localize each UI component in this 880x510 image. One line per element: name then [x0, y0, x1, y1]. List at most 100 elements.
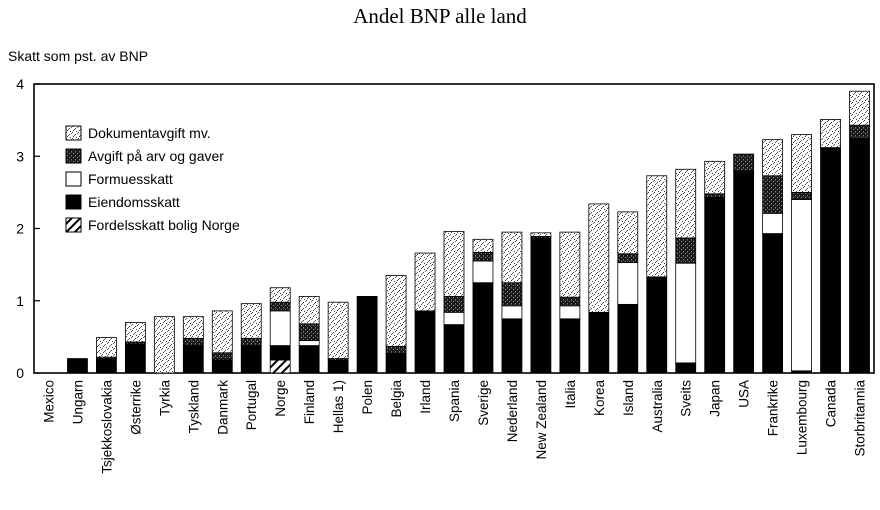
- bar-segment: [298, 340, 320, 346]
- y-axis-label: Skatt som pst. av BNP: [8, 48, 149, 64]
- bar-segment: [675, 262, 697, 364]
- bar-segment: [211, 352, 233, 361]
- bar-segment: [704, 197, 726, 374]
- bar-segment: [240, 337, 262, 346]
- x-tick-label: Sverige: [476, 380, 491, 426]
- x-tick-label: Tsjekkoslovakia: [99, 380, 114, 474]
- bar-segment: [501, 305, 523, 320]
- x-tick-label: Canada: [824, 380, 839, 428]
- x-tick-label: Spania: [447, 380, 462, 423]
- bar-segment: [559, 305, 581, 320]
- legend-swatch: [65, 148, 82, 164]
- bar-segment: [588, 311, 610, 374]
- bar-segment: [675, 362, 697, 374]
- bar-segment: [240, 303, 262, 339]
- legend-label: Avgift på arv og gaver: [88, 148, 224, 164]
- x-tick-label: Frankrike: [766, 380, 781, 436]
- bar-segment: [269, 287, 291, 303]
- bar-segment: [443, 311, 465, 325]
- bar-segment: [414, 252, 436, 312]
- legend-swatch: [65, 217, 82, 233]
- x-tick-label: Tyskland: [186, 380, 201, 433]
- bar-segment: [298, 323, 320, 341]
- x-tick-label: Australia: [650, 380, 665, 433]
- bar-segment: [472, 238, 494, 253]
- bar-segment: [733, 170, 755, 374]
- bar-segment: [211, 310, 233, 354]
- bar-segment: [472, 282, 494, 374]
- x-tick-label: Island: [621, 380, 636, 416]
- bar-segment: [182, 316, 204, 339]
- x-tick-label: Polen: [360, 380, 375, 415]
- x-tick-label: USA: [737, 380, 752, 408]
- bar-segment: [762, 175, 784, 214]
- bar-segment: [849, 137, 870, 374]
- x-tick-label: Irland: [418, 380, 433, 414]
- legend-swatch: [65, 125, 82, 141]
- bar-segment: [501, 282, 523, 307]
- bar-segment: [559, 231, 581, 298]
- x-tick-label: Norge: [273, 380, 288, 417]
- bar-segment: [385, 275, 407, 347]
- bar-segment: [443, 230, 465, 297]
- x-tick-label: New Zealand: [534, 380, 549, 460]
- bar-segment: [704, 193, 726, 198]
- legend: Dokumentavgift mv. Avgift på arv og gaver…: [65, 125, 240, 233]
- bar-segment: [298, 296, 320, 325]
- bar-segment: [385, 353, 407, 374]
- bar-segment: [733, 153, 755, 172]
- bar-segment: [472, 260, 494, 284]
- bar-segment: [96, 337, 117, 358]
- bar-segment: [559, 296, 581, 307]
- x-tick-label: Portugal: [244, 380, 259, 430]
- bar-segment: [791, 199, 812, 372]
- bar-segment: [124, 343, 146, 374]
- bar-segment: [327, 301, 349, 359]
- bar-segment: [704, 160, 726, 195]
- x-tick-label: Belgia: [389, 380, 404, 418]
- bar-segment: [269, 310, 291, 346]
- bar-segment: [211, 359, 233, 374]
- x-tick-label: Korea: [592, 380, 607, 417]
- y-tick-label: 1: [16, 293, 24, 309]
- bar-segment: [791, 134, 812, 193]
- y-tick-label: 4: [16, 76, 24, 92]
- bar-segment: [269, 345, 291, 361]
- x-tick-label: Ungarn: [70, 380, 85, 424]
- bar-segment: [675, 237, 697, 264]
- bar-segment: [124, 322, 146, 343]
- bar-segment: [530, 237, 552, 374]
- y-tick-label: 0: [16, 365, 24, 381]
- bar-segment: [67, 358, 88, 374]
- bar-segment: [617, 262, 639, 305]
- bar-segment: [443, 296, 465, 313]
- bar-segment: [298, 345, 320, 374]
- bar-segment: [559, 318, 581, 374]
- bar-segment: [675, 168, 697, 239]
- x-axis-labels: Mexico Ungarn Tsjekkoslovakia Østerrike Tyrk…: [41, 380, 867, 474]
- bar-segment: [762, 212, 784, 234]
- bar-segment: [269, 301, 291, 312]
- bar-segment: [501, 318, 523, 374]
- bar-segment: [356, 296, 378, 374]
- x-tick-label: Nederland: [505, 380, 520, 442]
- bar-segment: [820, 119, 841, 148]
- bar-segment: [617, 211, 639, 255]
- bar-segment: [153, 316, 175, 374]
- y-tick-label: 2: [16, 221, 24, 237]
- bar-segment: [182, 345, 204, 374]
- bar-segment: [849, 90, 870, 126]
- x-tick-label: Danmark: [215, 380, 230, 435]
- bar-segment: [472, 251, 494, 262]
- bar-segment: [762, 139, 784, 177]
- x-tick-label: Østerrike: [128, 380, 143, 435]
- bar-segment: [327, 359, 349, 374]
- x-tick-label: Finland: [302, 380, 317, 424]
- bar-segment: [414, 310, 436, 374]
- x-tick-label: Mexico: [41, 380, 56, 423]
- bar-segment: [501, 231, 523, 284]
- x-tick-label: Sveits: [679, 380, 694, 417]
- x-tick-label: Italia: [563, 380, 578, 409]
- bar-segment: [617, 253, 639, 263]
